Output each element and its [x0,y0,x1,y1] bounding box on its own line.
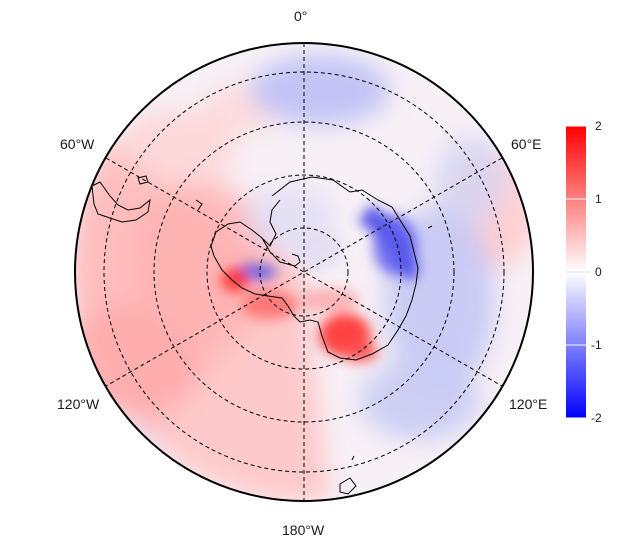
lon-label-180w: 180°W [282,522,325,538]
colorbar [566,125,590,419]
lon-label-60e: 60°E [511,136,542,152]
colorbar-label-1: 1 [595,192,602,206]
falkland-islands [137,175,149,185]
ross-sea-coast [231,279,301,323]
latitude-circle-3 [153,121,455,423]
coastline [91,175,433,495]
colorbar-label-neg1: -1 [591,338,602,352]
meridian-60w-120e [105,157,503,387]
south-america-tip [91,181,151,223]
east-antarctica-coast [271,176,419,361]
weddell-coast [261,237,296,267]
colorbar-label-neg2: -2 [591,411,602,425]
latitude-circle-2 [206,174,402,370]
colorbar-label-0: 0 [595,265,602,279]
graticule [103,43,505,501]
macquarie [351,455,355,461]
map-boundary [74,42,534,502]
lon-label-0: 0° [294,8,308,24]
ice-shelf [291,253,301,267]
lon-label-120e: 120°E [509,396,548,412]
lon-label-60w: 60°W [60,136,95,152]
south-georgia [195,199,203,211]
lon-label-120w: 120°W [57,396,100,412]
new-zealand-tip [339,477,357,495]
meridian-60e-120w [105,157,503,387]
colorbar-label-2: 2 [595,119,602,133]
latitude-circle-4 [103,71,505,473]
kerguelen [427,225,433,229]
latitude-circle-1 [259,227,349,317]
anomaly-field [75,43,533,501]
antarctic-peninsula [210,199,281,281]
